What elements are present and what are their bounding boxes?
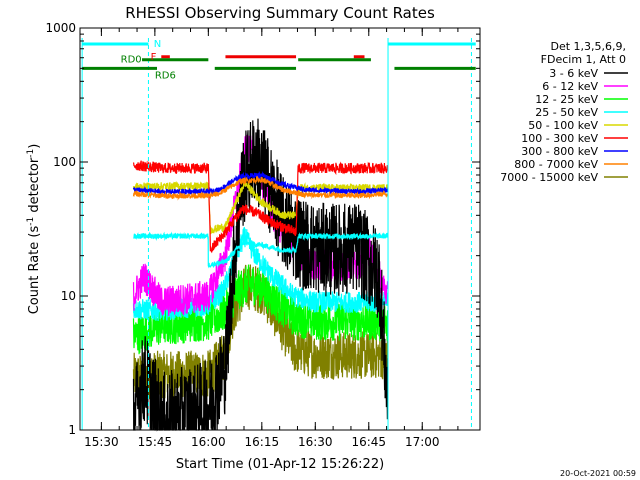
chart-title: RHESSI Observing Summary Count Rates [125, 4, 435, 22]
flag-layer: NF RD0 RD6 [81, 38, 476, 430]
footer-timestamp: 20-Oct-2021 00:59 [560, 469, 636, 478]
legend-label-3: 25 - 50 keV [535, 106, 598, 119]
legend-header-0: Det 1,3,5,6,9, [550, 40, 626, 53]
series-line-9 [132, 175, 389, 201]
y-axis-label-sup1: -1 [26, 217, 36, 226]
legend-label-4: 50 - 100 keV [528, 119, 598, 132]
y-tick-label-1: 10 [61, 289, 76, 303]
series-line-2 [132, 227, 389, 322]
legend-label-8: 7000 - 15000 keV [500, 171, 598, 184]
series-line-8 [132, 170, 389, 197]
flag-rd6-label: RD6 [155, 70, 176, 81]
legend-header-1: FDecim 1, Att 0 [541, 53, 626, 66]
series-line-7 [132, 160, 389, 254]
legend-label-7: 800 - 7000 keV [514, 158, 598, 171]
y-tick-label-3: 1000 [45, 21, 76, 35]
axis-layer: 1 10 100 1000 15:30 15:45 16:00 16:15 16:30 16:45… [45, 21, 480, 449]
series-layer [132, 118, 389, 432]
y-tick-label-0: 1 [68, 423, 76, 437]
y-tick-label-2: 100 [53, 155, 76, 169]
series-line-6 [133, 231, 389, 269]
x-tick-label-1: 15:45 [138, 435, 173, 449]
flag-flare-label: F [151, 52, 157, 63]
series-line-1 [132, 264, 389, 355]
legend-label-6: 300 - 800 keV [521, 145, 598, 158]
x-tick-label-2: 16:00 [191, 435, 226, 449]
x-axis-label: Start Time (01-Apr-12 15:26:22) [176, 457, 384, 472]
x-tick-label-5: 16:45 [351, 435, 386, 449]
flag-night-label: N [154, 39, 161, 50]
series-line-5 [132, 180, 389, 235]
x-tick-label-0: 15:30 [84, 435, 119, 449]
y-axis-label-mid: detector [27, 157, 42, 217]
y-axis-label-main: Count Rate (s [27, 226, 42, 315]
y-axis-label-sup2: -1 [26, 149, 36, 158]
series-line-0 [132, 264, 389, 400]
x-tick-label-6: 17:00 [405, 435, 440, 449]
legend-label-0: 3 - 6 keV [549, 67, 598, 80]
legend-label-5: 100 - 300 keV [521, 132, 598, 145]
x-tick-label-4: 16:30 [298, 435, 333, 449]
y-axis-label-end: ) [27, 144, 42, 149]
x-tick-label-3: 16:15 [245, 435, 280, 449]
y-axis-label: Count Rate (s-1 detector-1) [26, 144, 42, 315]
legend: Det 1,3,5,6,9,FDecim 1, Att 03 - 6 keV6 … [500, 40, 628, 184]
legend-label-1: 6 - 12 keV [542, 80, 598, 93]
flag-rd0-label: RD0 [121, 55, 142, 66]
legend-label-2: 12 - 25 keV [535, 93, 598, 106]
